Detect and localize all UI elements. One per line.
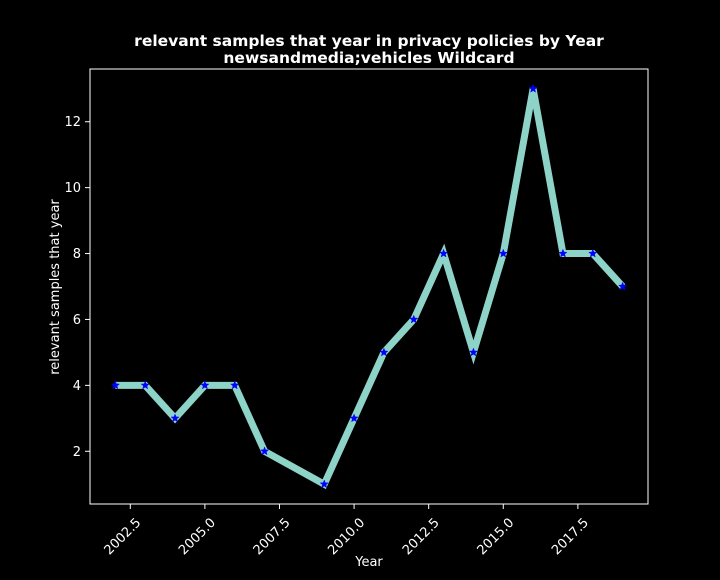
data-point-marker xyxy=(200,380,210,390)
y-tick-label: 12 xyxy=(64,115,81,130)
x-tick-label: 2017.5 xyxy=(549,515,592,558)
x-tick-label: 2007.5 xyxy=(251,515,294,558)
data-point-marker xyxy=(528,83,538,93)
y-tick-label: 6 xyxy=(73,313,81,328)
chart-title-line-1: relevant samples that year in privacy po… xyxy=(134,32,604,50)
axes-frame xyxy=(89,68,649,505)
data-point-marker xyxy=(110,380,121,390)
x-tick-label: 2002.5 xyxy=(102,515,145,558)
y-tick-label: 10 xyxy=(64,181,81,196)
y-tick-label: 8 xyxy=(73,247,81,262)
data-point-marker xyxy=(617,281,628,291)
data-point-marker xyxy=(259,446,270,456)
chart-title-line-2: newsandmedia;vehicles Wildcard xyxy=(223,49,514,67)
data-point-marker xyxy=(498,248,508,258)
x-tick-label: 2012.5 xyxy=(400,515,443,558)
data-point-marker xyxy=(379,347,389,357)
x-tick-label: 2005.0 xyxy=(176,515,219,558)
data-point-marker xyxy=(409,314,419,324)
x-axis-label: Year xyxy=(354,555,383,570)
data-point-marker xyxy=(468,347,479,357)
y-tick-label: 2 xyxy=(73,445,81,460)
data-point-marker xyxy=(349,413,359,423)
data-point-marker xyxy=(140,380,150,390)
data-point-marker xyxy=(558,248,568,258)
y-tick-label: 4 xyxy=(73,379,81,394)
data-point-marker xyxy=(230,380,240,390)
data-point-marker xyxy=(319,479,329,489)
plot-area: 2002.5 2005.0 2007.5 2010.0 2012.5 2015.0 2017… xyxy=(64,68,649,558)
y-axis-label: relevant samples that year xyxy=(48,199,63,375)
x-tick-label: 2015.0 xyxy=(475,515,518,558)
data-point-marker xyxy=(170,413,180,423)
data-point-marker xyxy=(588,248,598,258)
data-point-marker xyxy=(438,248,449,258)
x-tick-label: 2010.0 xyxy=(325,515,368,558)
series-line xyxy=(115,88,626,490)
